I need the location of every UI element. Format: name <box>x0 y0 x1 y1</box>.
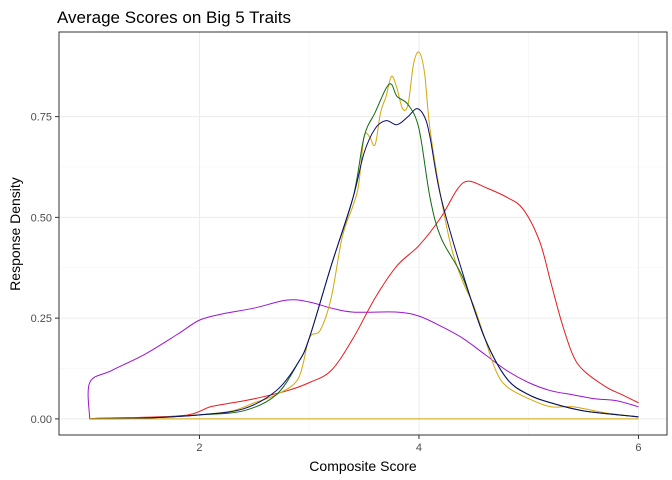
series-line-red <box>89 180 639 420</box>
series-lines <box>87 51 639 420</box>
series-line-purple <box>87 299 639 419</box>
x-tick-label: 2 <box>196 442 202 454</box>
plot-panel-border <box>58 31 668 436</box>
chart-title: Average Scores on Big 5 Traits <box>57 8 291 27</box>
y-tick-label: 0.50 <box>31 212 52 224</box>
series-line-gold <box>89 51 639 420</box>
series-line-navy <box>89 108 639 420</box>
x-axis-title: Composite Score <box>309 458 417 474</box>
grid <box>59 32 667 435</box>
x-tick-label: 4 <box>416 442 422 454</box>
y-tick-label: 0.00 <box>31 414 52 426</box>
axis-ticks: 2 4 6 0.00 0.25 0.50 0.75 <box>31 112 642 454</box>
y-tick-label: 0.25 <box>31 313 52 325</box>
y-axis-title: Response Density <box>7 177 23 291</box>
x-tick-label: 6 <box>635 442 641 454</box>
y-tick-label: 0.75 <box>31 112 52 124</box>
